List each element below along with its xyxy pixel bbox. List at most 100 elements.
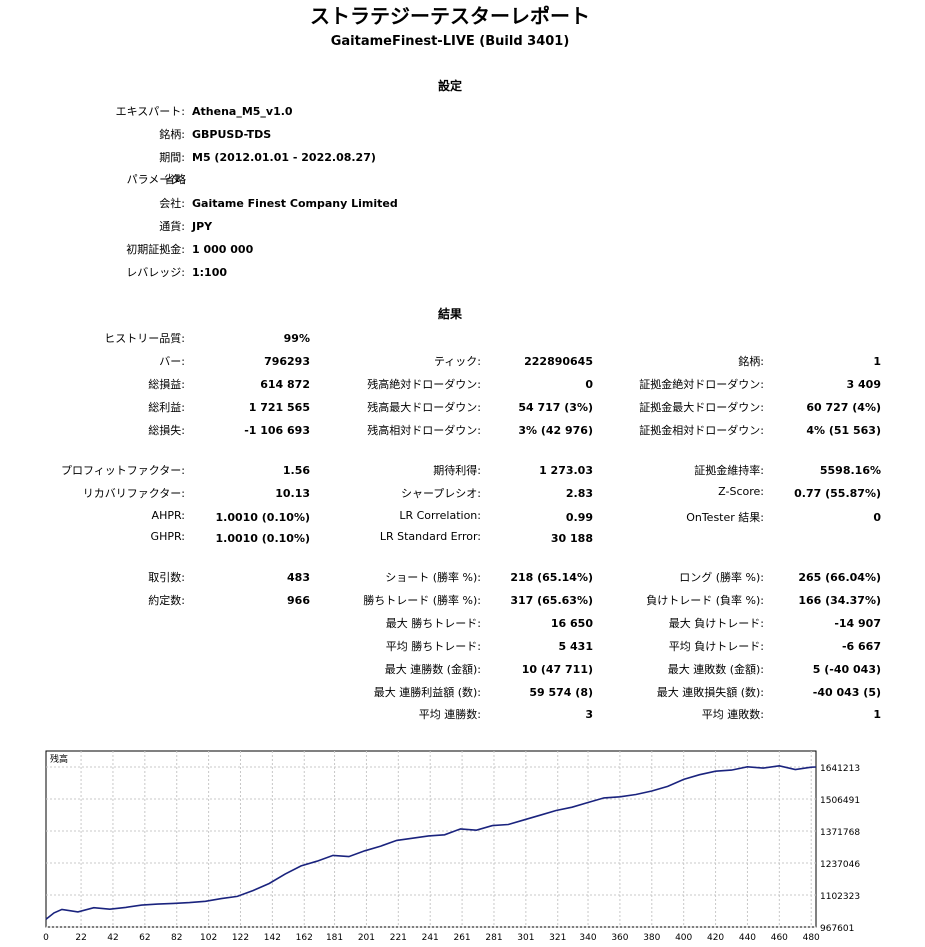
result-label: 平均 連勝数: — [418, 708, 481, 721]
result-label: バー: — [159, 355, 185, 368]
result-value: 222890645 — [524, 355, 593, 368]
result-label: 証拠金維持率: — [694, 464, 764, 477]
result-label: 残高最大ドローダウン: — [367, 401, 481, 414]
chart-x-tick-label: 22 — [75, 933, 86, 943]
result-value: 3% (42 976) — [518, 424, 593, 437]
result-value: 10.13 — [275, 487, 310, 500]
result-value: 265 (66.04%) — [798, 571, 881, 584]
result-value: 1.56 — [282, 464, 310, 477]
result-label: 平均 勝ちトレード: — [385, 640, 481, 653]
chart-x-tick-label: 400 — [675, 933, 692, 943]
result-value: 614 872 — [260, 378, 310, 391]
result-label: プロフィットファクター: — [60, 464, 185, 477]
result-value: 966 — [287, 594, 310, 607]
settings-value: 省略 — [164, 173, 186, 186]
result-value: 60 727 (4%) — [806, 401, 881, 414]
settings-value: 1:100 — [192, 266, 228, 279]
result-value: 30 188 — [550, 532, 593, 545]
chart-x-tick-label: 241 — [422, 933, 439, 943]
chart-y-tick-label: 1102323 — [820, 892, 860, 902]
result-label: 負けトレード (負率 %): — [646, 594, 764, 607]
result-label: 最大 連勝数 (金額): — [384, 663, 481, 676]
result-value: 4% (51 563) — [806, 424, 881, 437]
result-value: 16 650 — [550, 617, 593, 630]
results-heading: 結果 — [437, 307, 462, 321]
settings-value: Gaitame Finest Company Limited — [192, 197, 398, 210]
result-value: 3 — [585, 708, 593, 721]
chart-x-tick-label: 142 — [264, 933, 281, 943]
settings-label: レバレッジ: — [126, 266, 185, 279]
result-label: 平均 負けトレード: — [668, 640, 764, 653]
report-subtitle: GaitameFinest-LIVE (Build 3401) — [330, 34, 570, 49]
settings-label: 銘柄: — [159, 128, 185, 141]
result-label: リカバリファクター: — [82, 487, 185, 500]
chart-x-tick-label: 0 — [43, 933, 49, 943]
settings-label: パラメータ: — [126, 173, 185, 186]
result-label: 総損益: — [148, 378, 185, 391]
chart-x-tick-label: 380 — [643, 933, 660, 943]
result-value: -1 106 693 — [244, 424, 310, 437]
result-label: 銘柄: — [738, 355, 764, 368]
chart-x-tick-label: 62 — [139, 933, 150, 943]
result-label: ティック: — [433, 355, 481, 368]
chart-x-tick-label: 460 — [771, 933, 788, 943]
chart-x-tick-label: 201 — [358, 933, 375, 943]
balance-chart-svg: 967601 1102323 1237046 1371768 1506491 164121… — [43, 750, 860, 943]
result-value: 483 — [287, 571, 310, 584]
result-label: AHPR: — [151, 509, 185, 522]
chart-x-tick-label: 82 — [171, 933, 182, 943]
result-label: LR Standard Error: — [379, 530, 481, 543]
chart-y-tick-label: 967601 — [820, 924, 854, 934]
settings-label: 会社: — [159, 197, 185, 210]
result-value: 218 (65.14%) — [510, 571, 593, 584]
result-value: 3 409 — [846, 378, 881, 391]
result-value: 99% — [283, 332, 310, 345]
result-value: 0.77 (55.87%) — [794, 487, 881, 500]
result-label: OnTester 結果: — [686, 511, 764, 524]
result-label: 総損失: — [148, 424, 185, 437]
chart-x-tick-label: 440 — [739, 933, 756, 943]
chart-x-tick-label: 181 — [326, 933, 343, 943]
chart-title: 残高 — [50, 753, 68, 765]
settings-value: JPY — [192, 220, 213, 233]
result-value: 1 — [873, 708, 881, 721]
settings-value: 1 000 000 — [192, 243, 254, 256]
chart-x-tick-label: 321 — [549, 933, 566, 943]
result-label: 平均 連敗数: — [701, 708, 764, 721]
chart-plot-area — [45, 750, 817, 928]
settings-heading: 設定 — [437, 79, 462, 93]
chart-y-tick-label: 1641213 — [820, 764, 860, 774]
result-value: -14 907 — [834, 617, 881, 630]
result-value: 0 — [873, 511, 881, 524]
result-label: 証拠金相対ドローダウン: — [639, 424, 764, 437]
chart-x-tick-label: 261 — [453, 933, 470, 943]
result-value: 1 721 565 — [248, 401, 310, 414]
chart-x-tick-label: 42 — [107, 933, 118, 943]
result-label: 残高絶対ドローダウン: — [367, 378, 481, 391]
result-value: 5 431 — [558, 640, 593, 653]
result-value: -6 667 — [841, 640, 881, 653]
chart-y-tick-label: 1506491 — [820, 796, 860, 806]
result-label: LR Correlation: — [399, 509, 481, 522]
result-label: 約定数: — [148, 594, 185, 607]
result-label: GHPR: — [150, 530, 185, 543]
chart-x-tick-label: 122 — [232, 933, 249, 943]
result-value: 1.0010 (0.10%) — [215, 532, 311, 545]
result-label: 最大 連勝利益額 (数): — [373, 686, 481, 699]
settings-label: 初期証拠金: — [126, 243, 185, 256]
result-value: 10 (47 711) — [521, 663, 593, 676]
result-value: 2.83 — [565, 487, 593, 500]
result-value: 0 — [585, 378, 593, 391]
settings-value: GBPUSD-TDS — [192, 128, 272, 141]
result-value: 796293 — [264, 355, 310, 368]
result-value: 1 — [873, 355, 881, 368]
chart-x-tick-label: 360 — [611, 933, 628, 943]
chart-x-tick-label: 340 — [579, 933, 596, 943]
result-value: 0.99 — [565, 511, 593, 524]
chart-x-tick-label: 162 — [296, 933, 313, 943]
settings-label: 通貨: — [159, 220, 185, 233]
result-label: Z-Score: — [718, 485, 764, 498]
result-label: 証拠金絶対ドローダウン: — [639, 378, 764, 391]
settings-value: M5 (2012.01.01 - 2022.08.27) — [192, 151, 376, 164]
chart-series-line — [45, 764, 817, 920]
